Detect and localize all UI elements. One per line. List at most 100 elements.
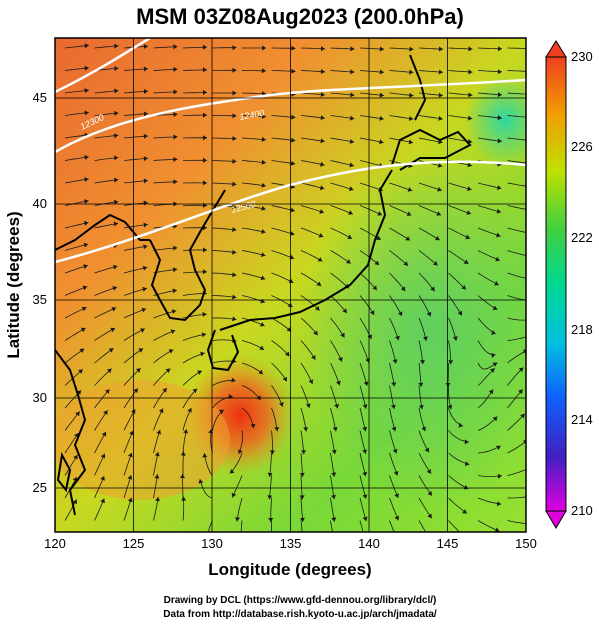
streamline-arrowhead [492,416,498,422]
streamline [300,317,319,336]
streamline-arrowhead [332,540,337,545]
streamline [359,70,384,73]
streamline [448,115,473,119]
streamline-arrowhead [291,68,296,74]
streamline-arrowhead [305,403,311,408]
streamline-arrowhead [138,348,144,353]
streamline-arrowhead [203,157,207,163]
streamline-arrowhead [260,252,266,257]
streamline-arrowhead [497,138,502,144]
streamline [269,452,272,477]
streamline-arrowhead [313,330,318,336]
streamline [236,497,243,522]
streamline-arrowhead [406,211,412,216]
streamline [123,68,148,71]
plot-area: 12300 12400 12500 [55,38,531,545]
streamline-arrowhead [198,479,204,484]
streamline-arrowhead [268,518,274,522]
streamline-arrowhead [165,368,171,373]
streamline [300,250,323,262]
streamline-arrowhead [497,92,502,98]
streamline-arrowhead [143,222,148,228]
streamline-arrowhead [231,492,237,498]
streamline-arrowhead [527,69,531,74]
streamline-arrowhead [527,184,531,189]
streamline [477,362,498,370]
streamline [448,295,463,316]
streamline-arrowhead [142,286,147,292]
streamline-arrowhead [437,163,443,168]
streamline-arrowhead [83,220,89,226]
streamline [94,368,112,386]
colorbar-tick-label: 218 [571,322,593,337]
streamline-arrowhead [497,69,502,75]
streamline-arrowhead [437,186,442,192]
streamline [300,205,325,214]
streamline-arrowhead [299,472,305,477]
streamline-arrowhead [259,345,264,350]
streamline-arrowhead [462,509,467,514]
streamline-arrowhead [238,540,243,544]
streamline [271,272,294,284]
streamline-arrowhead [133,388,138,394]
streamline [507,336,526,341]
streamline-arrowhead [405,236,410,241]
streamline-arrowhead [114,88,119,94]
streamline [389,317,399,341]
streamline-arrowhead [526,276,530,281]
streamline [507,92,526,95]
streamline-arrowhead [232,45,237,51]
streamline-arrowhead [527,230,531,235]
streamline [300,520,303,532]
streamline-arrowhead [336,380,341,386]
streamline-arrowhead [374,260,380,265]
streamline-arrowhead [426,469,432,474]
streamline-arrowhead [395,538,400,543]
streamline-arrowhead [347,234,352,239]
streamline-arrowhead [495,256,500,262]
streamline-arrowhead [490,368,495,373]
streamline [94,265,118,274]
streamline-arrowhead [261,136,266,142]
streamline-arrowhead [232,316,237,322]
streamline-arrowhead [79,348,85,353]
streamline-arrowhead [173,245,178,251]
streamline-arrowhead [84,154,89,160]
streamline-arrowhead [232,204,237,210]
streamline [418,70,443,73]
streamline-arrowhead [232,158,237,164]
streamline-arrowhead [232,67,237,73]
streamline [94,201,119,206]
streamline [123,328,146,341]
streamline-arrowhead [395,335,400,341]
streamline [241,317,265,327]
streamline-arrowhead [110,327,115,333]
streamline-arrowhead [349,162,354,168]
streamline [94,410,108,431]
streamline-arrowhead [202,453,208,458]
wind-streamlines [64,43,531,545]
streamline-arrowhead [173,156,178,162]
streamline [182,370,203,386]
streamline-arrowhead [261,229,266,234]
streamline [153,91,178,94]
streamline-arrowhead [419,360,425,365]
y-axis: 25 30 35 40 45 Latitude (degrees) [4,90,47,495]
streamline-arrowhead [267,495,273,500]
streamline-arrowhead [201,332,207,338]
streamline-arrowhead [438,115,443,121]
streamline [359,182,383,191]
streamline-arrowhead [447,404,452,410]
contour-label-12400: 12400 [239,108,265,122]
streamline-arrowhead [232,136,237,141]
streamline-arrowhead [497,473,502,479]
streamline-arrowhead [111,307,117,312]
streamline-arrowhead [114,133,119,139]
streamline [507,137,526,141]
streamline [448,205,472,215]
streamline [418,137,443,143]
streamline [507,520,526,524]
streamline [123,224,148,229]
streamline [477,295,498,310]
streamline-arrowhead [154,452,160,457]
